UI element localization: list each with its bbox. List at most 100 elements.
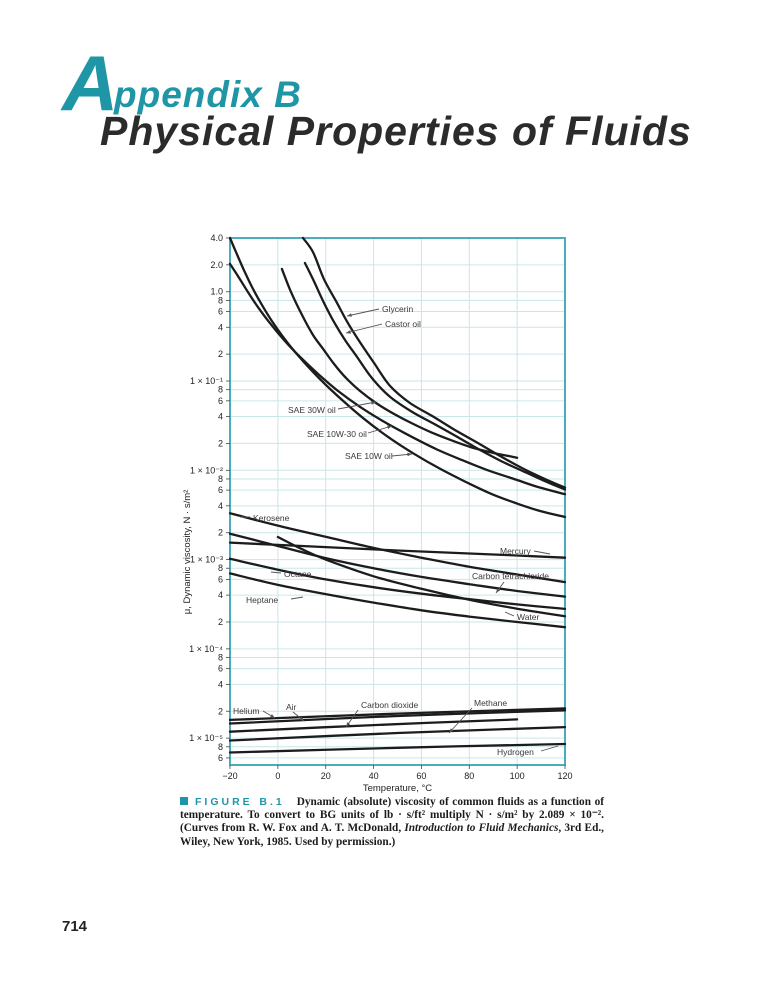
y-tick-label: 8: [218, 295, 223, 305]
curve-label-carbon-tetrachloride: Carbon tetrachloride: [472, 571, 549, 581]
curve-mercury: [228, 541, 567, 559]
y-tick-label: 6: [218, 307, 223, 317]
page-number: 714: [62, 918, 88, 935]
y-tick-label: 1 × 10⁻²: [190, 465, 223, 475]
y-tick-label: 6: [218, 396, 223, 406]
leader-castor-oil: [345, 323, 383, 334]
curve-heptane: [228, 572, 567, 629]
x-tick-label: 120: [557, 771, 572, 781]
curve-label-mercury: Mercury: [500, 546, 531, 556]
curve-carbon-dioxide: [228, 718, 519, 733]
y-tick-label: 4: [218, 322, 223, 332]
curve-water: [276, 535, 567, 618]
x-tick-label: 40: [369, 771, 379, 781]
curve-label-kerosene: Kerosene: [253, 513, 290, 523]
y-tick-label: 8: [218, 385, 223, 395]
y-tick-label: 2.0: [210, 260, 223, 270]
y-tick-label: 1 × 10⁻⁴: [189, 644, 223, 654]
leader-arrowhead-sae-10w-30-oil: [387, 425, 392, 430]
leader-octane: [270, 571, 282, 574]
y-tick-label: 6: [218, 574, 223, 584]
y-tick-label: 4: [218, 679, 223, 689]
y-tick-label: 1.0: [210, 287, 223, 297]
y-tick-label: 6: [218, 664, 223, 674]
caption-text-1: Dynamic (absolute) viscosity of common f…: [180, 796, 604, 835]
curve-carbon-tetrachloride: [228, 532, 567, 598]
y-tick-label: 8: [218, 563, 223, 573]
curve-castor-oil: [303, 261, 567, 491]
curve-helium: [228, 707, 567, 722]
curve-label-heptane: Heptane: [246, 595, 278, 605]
y-tick-label: 4: [218, 412, 223, 422]
curve-label-hydrogen: Hydrogen: [497, 747, 534, 757]
y-tick-label: 1 × 10⁻³: [190, 555, 223, 565]
y-tick-label: 2: [218, 349, 223, 359]
curve-label-sae-10w-30-oil: SAE 10W-30 oil: [307, 429, 367, 439]
curve-label-sae-10w-oil: SAE 10W oil: [345, 451, 393, 461]
y-tick-label: 2: [218, 438, 223, 448]
curve-label-glycerin: Glycerin: [382, 304, 413, 314]
curve-label-sae-30w-oil: SAE 30W oil: [288, 405, 336, 415]
leader-arrowhead-sae-10w-oil: [407, 452, 412, 457]
curve-air: [228, 709, 567, 725]
curve-methane: [228, 725, 567, 742]
plot-frame: [229, 237, 566, 766]
leader-arrowhead-glycerin: [347, 313, 352, 317]
appendix-initial-letter: A: [62, 39, 119, 127]
caption-book-title: Introduction to Fluid Mechanics: [404, 822, 559, 835]
y-tick-label: 2: [218, 528, 223, 538]
x-tick-label: 0: [275, 771, 280, 781]
leader-methane: [448, 707, 473, 734]
y-tick-label: 2: [218, 706, 223, 716]
y-tick-label: 8: [218, 742, 223, 752]
curve-kerosene: [228, 512, 567, 584]
plot-area: [230, 238, 565, 765]
y-tick-label: 4: [218, 590, 223, 600]
appendix-title: ppendix B: [114, 74, 302, 115]
page-title: Physical Properties of Fluids: [100, 108, 692, 154]
curve-label-octane: Octane: [284, 569, 312, 579]
curve-sae-10w-oil: [228, 236, 567, 519]
y-tick-label: 1 × 10⁻⁵: [189, 733, 223, 743]
leader-arrowhead-methane: [449, 728, 454, 733]
x-tick-label: 100: [510, 771, 525, 781]
curve-sae-10w-30-oil: [228, 262, 567, 496]
curve-label-carbon-dioxide: Carbon dioxide: [361, 700, 418, 710]
leader-arrowhead-helium: [270, 714, 275, 718]
leader-hydrogen: [540, 745, 559, 752]
page-header: A ppendix B Physical Properties of Fluid…: [0, 0, 768, 170]
curve-label-methane: Methane: [474, 698, 507, 708]
leader-water: [504, 611, 515, 617]
leader-arrowhead-carbon-dioxide: [346, 722, 351, 727]
curve-label-air: Air: [286, 702, 297, 712]
caption-text-2: , 3rd Ed., Wiley, New York, 1985. Used b…: [180, 822, 605, 848]
leader-arrowhead-carbon-tetrachloride: [496, 588, 501, 593]
curve-label-helium: Helium: [233, 706, 259, 716]
y-tick-label: 4: [218, 501, 223, 511]
y-tick-label: 2: [218, 617, 223, 627]
figure-label: FIGURE B.1: [195, 796, 285, 808]
x-tick-label: 60: [416, 771, 426, 781]
x-tick-label: 20: [321, 771, 331, 781]
y-tick-label: 8: [218, 474, 223, 484]
leader-heptane: [290, 596, 304, 600]
curve-sae-30w-oil: [280, 267, 519, 459]
curve-hydrogen: [228, 742, 567, 754]
leader-arrowhead-air: [299, 716, 304, 721]
figure-marker-square: [180, 797, 188, 805]
leader-glycerin: [346, 308, 380, 317]
curve-label-water: Water: [517, 612, 540, 622]
y-tick-label: 1 × 10⁻¹: [190, 376, 223, 386]
leader-arrowhead-sae-30w-oil: [371, 401, 376, 405]
leader-sae-30w-oil: [337, 401, 377, 410]
figure-caption-text: Dynamic (absolute) viscosity of common f…: [180, 796, 604, 848]
x-axis-title: Temperature, °C: [363, 783, 432, 794]
leader-mercury: [533, 550, 551, 555]
curve-glycerin: [301, 236, 567, 489]
figure-caption: FIGURE B.1 Dynamic (absolute) viscosity o…: [180, 796, 604, 849]
x-tick-label: 80: [464, 771, 474, 781]
y-tick-label: 4.0: [210, 233, 223, 243]
y-tick-label: 6: [218, 753, 223, 763]
